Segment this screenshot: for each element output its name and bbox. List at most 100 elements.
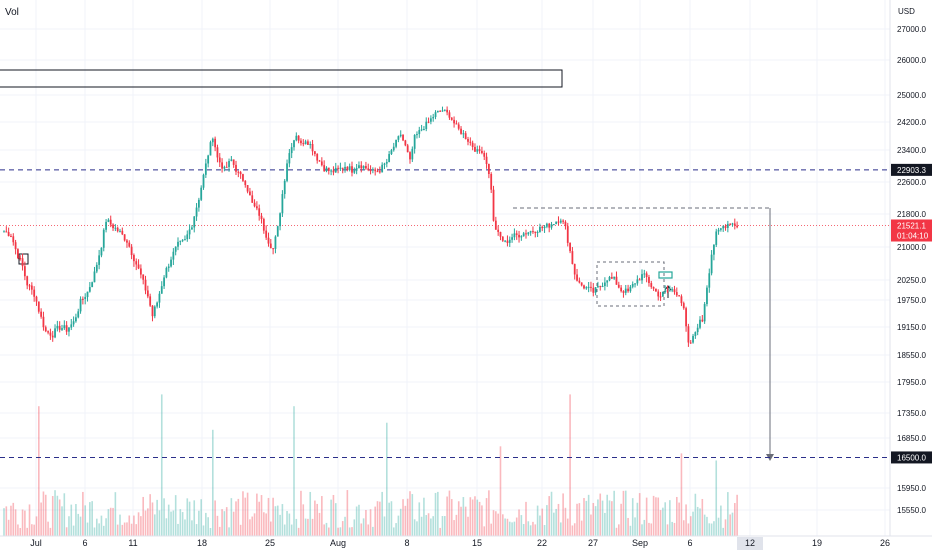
- candle-body: [163, 277, 165, 287]
- volume-bar: [485, 498, 488, 536]
- candle-body: [689, 342, 692, 344]
- time-highlight-bg: [737, 537, 763, 550]
- candle-body: [93, 271, 96, 283]
- volume-bar: [518, 509, 520, 536]
- candle-body: [75, 317, 77, 322]
- candle-body: [156, 302, 159, 307]
- candle-body: [133, 255, 135, 262]
- candle-body: [506, 240, 509, 243]
- volume-bar: [12, 502, 15, 536]
- volume-bar: [597, 499, 599, 536]
- candle-body: [325, 167, 328, 172]
- volume-bar: [272, 497, 274, 536]
- last-price-badge-bg: [891, 219, 932, 242]
- volume-bar: [694, 493, 697, 536]
- volume-bar: [51, 496, 54, 536]
- candle-body: [207, 155, 210, 164]
- volume-bar: [682, 520, 685, 536]
- volume-bar: [685, 504, 687, 536]
- volume-bar: [457, 501, 460, 536]
- currency-label: USD: [898, 7, 915, 16]
- candle-body: [392, 146, 395, 151]
- candle-body: [274, 236, 277, 249]
- volume-bar: [638, 493, 641, 536]
- candle-body: [476, 149, 479, 152]
- volume-bar: [346, 490, 349, 536]
- candle-body: [448, 112, 451, 118]
- volume-bar: [645, 497, 648, 536]
- candle-body: [95, 264, 98, 272]
- consolidation-box[interactable]: [596, 261, 665, 307]
- candle-body: [390, 150, 393, 155]
- candle-body: [620, 287, 623, 292]
- volume-bar: [534, 524, 537, 536]
- volume-bar: [539, 515, 541, 536]
- volume-bar: [358, 504, 360, 536]
- volume-bar: [499, 446, 502, 536]
- volume-bar: [205, 512, 207, 536]
- candle-body: [420, 129, 423, 131]
- volume-bar: [28, 504, 31, 536]
- candle-body: [374, 169, 377, 172]
- volume-bar: [383, 516, 386, 536]
- volume-bar: [276, 505, 279, 536]
- volume-bar: [413, 519, 416, 536]
- volume-bar: [242, 491, 244, 536]
- candle-body: [144, 279, 147, 291]
- volume-bar: [703, 514, 706, 536]
- candle-body: [37, 301, 40, 312]
- candle-body: [418, 130, 421, 135]
- volume-bar: [376, 501, 379, 536]
- volume-bar: [715, 460, 718, 536]
- price-axis-label: 19750.0: [897, 296, 926, 305]
- volume-bar: [274, 506, 277, 536]
- candle-body: [348, 166, 351, 171]
- volume-bar: [671, 521, 673, 536]
- volume-bar: [701, 498, 704, 536]
- volume-bar: [304, 518, 307, 536]
- candle-body: [174, 246, 177, 252]
- volume-bar: [360, 523, 363, 536]
- candle-body: [474, 146, 476, 152]
- volume-bar: [613, 490, 615, 536]
- volume-bar: [156, 499, 158, 536]
- grid: [0, 0, 890, 536]
- candle-body: [464, 133, 467, 140]
- volume-bar: [355, 506, 358, 536]
- candle-body: [35, 296, 38, 302]
- drawings[interactable]: [0, 69, 774, 461]
- candle-body: [249, 191, 251, 196]
- volume-bar: [450, 499, 453, 536]
- volume-bar: [432, 516, 434, 536]
- candle-body: [109, 219, 112, 225]
- volume-bar: [713, 521, 715, 536]
- volume-bar: [392, 527, 395, 536]
- resistance-rectangle[interactable]: [0, 69, 563, 88]
- candle-body: [731, 223, 734, 225]
- volume-bar: [425, 515, 428, 536]
- candle-body: [485, 156, 488, 165]
- candle-body: [490, 173, 493, 190]
- candle-body: [457, 124, 460, 129]
- volume-bar: [218, 526, 221, 536]
- candle-body: [332, 170, 335, 173]
- candle-body: [344, 166, 346, 169]
- candle-body: [615, 276, 618, 285]
- candle-body: [699, 319, 701, 328]
- volume-bar: [648, 522, 650, 536]
- volume-bar: [228, 527, 230, 536]
- candle-body: [42, 316, 45, 328]
- candle-body: [362, 166, 365, 169]
- candle-body: [411, 148, 414, 160]
- candle-body: [613, 276, 616, 279]
- candle-body: [367, 168, 370, 171]
- volume-bar: [680, 453, 683, 536]
- volume-bar: [216, 515, 219, 536]
- candle-body: [583, 285, 585, 289]
- note-square-marker[interactable]: [18, 253, 29, 265]
- volume-bar: [10, 505, 12, 536]
- volume-bar: [35, 516, 38, 536]
- long-position-marker[interactable]: [658, 271, 673, 279]
